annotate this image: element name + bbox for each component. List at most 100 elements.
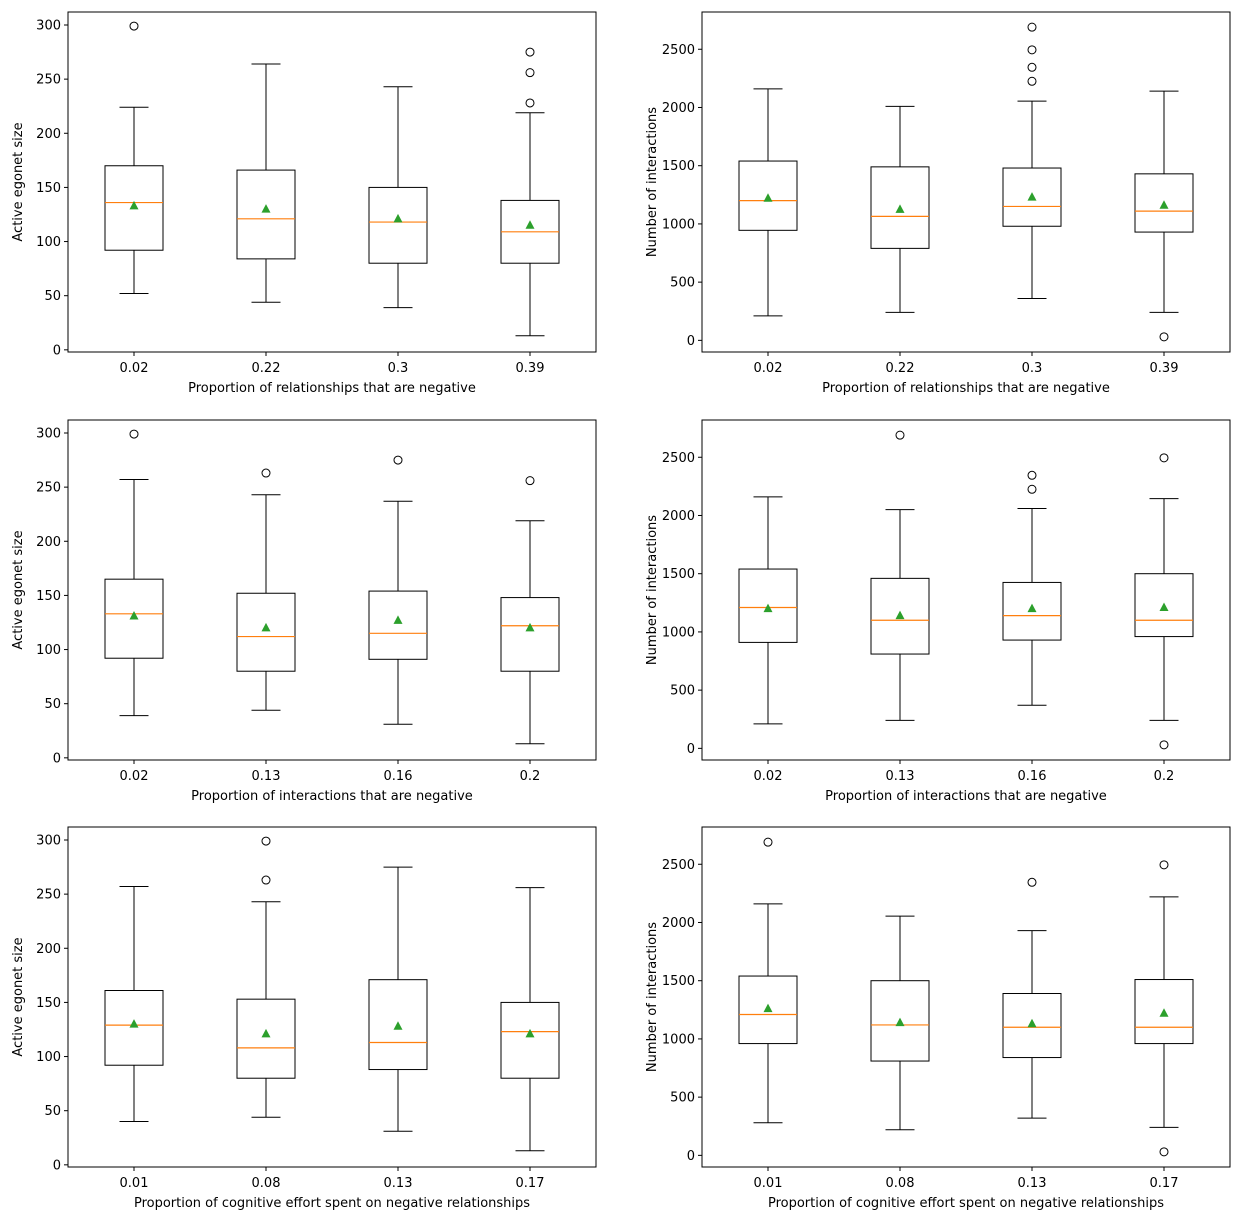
y-tick-label: 0: [53, 343, 61, 358]
y-tick-label: 500: [670, 1091, 695, 1106]
x-tick-label: 0.22: [886, 361, 915, 376]
y-tick-label: 200: [36, 127, 61, 142]
mean-marker: [129, 610, 139, 620]
y-tick-label: 0: [687, 1149, 695, 1164]
outlier-point: [129, 429, 139, 439]
x-tick-label: 0.13: [886, 769, 915, 784]
y-tick-label: 200: [36, 942, 61, 957]
iqr-box: [368, 186, 428, 264]
box-group-4: [1134, 90, 1194, 342]
x-tick-label: 0.01: [754, 1176, 783, 1191]
box-group-1: [738, 88, 798, 317]
y-tick-label: 50: [44, 697, 61, 712]
axes-frame: [67, 11, 597, 353]
y-tick-label: 250: [36, 481, 61, 496]
x-tick-label: 0.2: [1154, 769, 1175, 784]
mean-marker: [763, 603, 773, 613]
mean-marker: [1159, 602, 1169, 611]
y-axis-label: Number of interactions: [645, 922, 660, 1072]
y-tick-label: 2000: [662, 509, 695, 524]
iqr-box: [368, 590, 428, 660]
x-axis-label: Proportion of relationships that are neg…: [188, 381, 476, 396]
box-group-2: [870, 430, 930, 721]
mean-marker: [393, 213, 403, 223]
outlier-point: [1027, 76, 1037, 86]
x-tick-label: 0.2: [520, 769, 541, 784]
outlier-point: [525, 476, 535, 486]
x-tick-label: 0.08: [886, 1176, 915, 1191]
box-group-4: [500, 47, 560, 337]
y-tick-label: 2500: [662, 43, 695, 58]
mean-marker: [129, 200, 139, 210]
x-axis-label: Proportion of relationships that are neg…: [822, 381, 1110, 396]
box-group-3: [368, 86, 428, 309]
iqr-box: [870, 980, 930, 1062]
y-axis-label: Number of interactions: [645, 515, 660, 665]
box-group-4: [500, 887, 560, 1152]
mean-marker: [1159, 200, 1169, 209]
outlier-point: [1159, 332, 1169, 342]
x-tick-label: 0.02: [754, 769, 783, 784]
mean-marker: [1027, 1018, 1037, 1028]
y-tick-label: 200: [36, 535, 61, 550]
y-tick-label: 0: [53, 751, 61, 766]
y-tick-label: 100: [36, 643, 61, 658]
iqr-box: [738, 568, 798, 643]
outlier-point: [1027, 45, 1037, 55]
box-group-1: [104, 886, 164, 1123]
outlier-point: [1027, 484, 1037, 494]
axes-frame: [67, 419, 597, 761]
outlier-point: [261, 468, 271, 478]
axes-frame: [701, 11, 1231, 353]
axes-frame: [67, 826, 597, 1168]
x-tick-label: 0.13: [1018, 1176, 1047, 1191]
box-group-2: [870, 915, 930, 1131]
outlier-point: [261, 836, 271, 846]
x-tick-label: 0.13: [252, 769, 281, 784]
y-tick-label: 300: [36, 833, 61, 848]
box-group-3: [368, 455, 428, 725]
y-axis-label: Active egonet size: [11, 937, 26, 1056]
iqr-box: [1134, 979, 1194, 1045]
box-group-4: [1134, 860, 1194, 1157]
outlier-point: [525, 98, 535, 108]
y-axis-label: Active egonet size: [11, 530, 26, 649]
outlier-point: [763, 837, 773, 847]
outlier-point: [1027, 62, 1037, 72]
mean-marker: [525, 622, 535, 632]
box-group-2: [870, 105, 930, 313]
mean-marker: [1159, 1008, 1169, 1017]
mean-marker: [525, 1028, 535, 1038]
mean-marker: [763, 1003, 773, 1013]
mean-marker: [1027, 192, 1037, 201]
box-group-1: [738, 496, 798, 725]
y-axis-label: Active egonet size: [11, 122, 26, 241]
mean-marker: [895, 204, 905, 213]
iqr-box: [1134, 573, 1194, 638]
mean-marker: [261, 1028, 271, 1038]
box-group-2: [236, 63, 296, 303]
outlier-point: [1027, 470, 1037, 480]
iqr-box: [1002, 581, 1062, 641]
iqr-box: [738, 975, 798, 1045]
chart-panel-3: 0 50 100 150 200 250 300 0.02 0.13 0.16 0.2 Proport…: [11, 419, 597, 804]
y-axis-label: Number of interactions: [645, 107, 660, 257]
y-tick-label: 500: [670, 276, 695, 291]
iqr-box: [500, 597, 560, 672]
iqr-box: [104, 165, 164, 251]
x-tick-label: 0.39: [516, 361, 545, 376]
chart-panel-2: 0 500 1000 1500 2000 2500 0.02 0.22 0.3 0.39 Propo…: [645, 11, 1231, 396]
axes-frame: [701, 826, 1231, 1168]
box-group-1: [104, 21, 164, 295]
x-tick-label: 0.02: [120, 361, 149, 376]
outlier-point: [261, 875, 271, 885]
mean-marker: [393, 615, 403, 624]
box-group-3: [1002, 22, 1062, 299]
y-tick-label: 1000: [662, 625, 695, 640]
x-tick-label: 0.17: [516, 1176, 545, 1191]
box-group-2: [236, 468, 296, 711]
chart-panel-4: 0 500 1000 1500 2000 2500 0.02 0.13 0.16 0.2 Propo…: [645, 419, 1231, 804]
axes-frame: [701, 419, 1231, 761]
iqr-box: [236, 169, 296, 260]
